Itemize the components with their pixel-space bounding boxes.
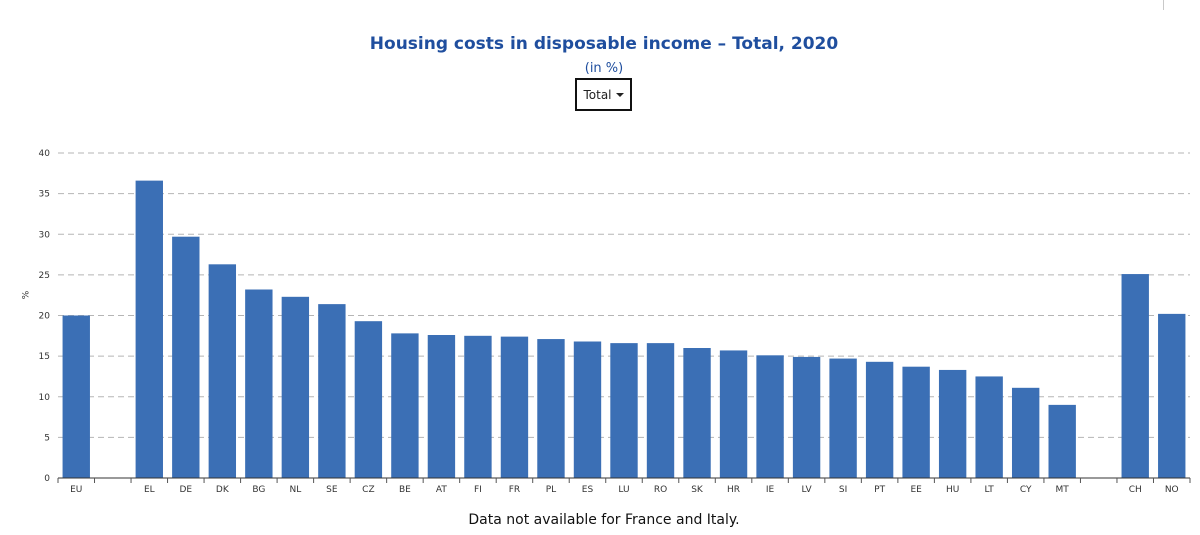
bar-lt — [975, 376, 1003, 478]
indicator-dropdown[interactable]: Total — [575, 78, 632, 111]
bar-se — [318, 304, 346, 478]
x-tick-label: FI — [474, 485, 482, 495]
chart-subtitle: (in %) — [584, 61, 624, 76]
bar-at — [427, 335, 456, 478]
x-tick-label: LT — [985, 485, 995, 495]
x-tick-label: BG — [252, 485, 265, 495]
caret-down-icon — [615, 92, 624, 97]
dropdown-label: Total — [583, 87, 612, 102]
bar-eu — [62, 315, 90, 478]
x-tick-label: SK — [691, 485, 704, 495]
bar-cz — [354, 321, 383, 478]
bar-dk — [208, 264, 237, 478]
bar-si — [829, 358, 857, 478]
x-tick-label: EU — [70, 485, 82, 495]
bar-hr — [719, 350, 748, 478]
x-tick-label: CY — [1020, 485, 1032, 495]
y-tick-label: 0 — [44, 474, 50, 484]
y-tick-label: 20 — [39, 312, 51, 322]
chart-title: Housing costs in disposable income – Tot… — [369, 34, 839, 54]
bar-fi — [464, 335, 492, 478]
bar-cy — [1011, 387, 1040, 478]
x-tick-label: FR — [509, 485, 520, 495]
bar-be — [391, 333, 419, 478]
x-tick-label: SE — [326, 485, 338, 495]
x-tick-label: LU — [618, 485, 629, 495]
bar-pl — [537, 339, 565, 478]
bar-de — [172, 236, 200, 478]
x-tick-label: PL — [546, 485, 556, 495]
x-tick-label: HR — [727, 485, 740, 495]
bar-mt — [1048, 404, 1076, 478]
bar-ee — [902, 366, 930, 478]
x-tick-label: ES — [582, 485, 594, 495]
bar-lv — [792, 356, 821, 478]
x-tick-label: NO — [1165, 485, 1179, 495]
bar-ie — [756, 355, 784, 478]
x-tick-label: IE — [766, 485, 775, 495]
bar-ch — [1121, 274, 1149, 478]
bar-es — [573, 341, 602, 478]
y-tick-label: 35 — [39, 190, 50, 200]
x-tick-label: AT — [436, 485, 447, 495]
footnote: Data not available for France and Italy. — [468, 512, 740, 528]
bar-el — [135, 180, 163, 478]
bar-bg — [245, 289, 273, 478]
x-tick-label: MT — [1056, 485, 1070, 495]
x-tick-label: BE — [399, 485, 411, 495]
x-tick-label: CZ — [362, 485, 374, 495]
x-tick-label: EL — [144, 485, 155, 495]
x-tick-label: PT — [874, 485, 885, 495]
bar-sk — [683, 348, 711, 478]
x-tick-label: DK — [216, 485, 230, 495]
y-tick-label: 30 — [39, 230, 51, 240]
y-tick-label: 5 — [44, 433, 50, 443]
x-tick-label: EE — [910, 485, 922, 495]
x-tick-label: NL — [289, 485, 301, 495]
bar-chart: 0 5 10 15 20 25 30 35 40 EU EL DE DK BG NL SE CZ BE AT FI FR… — [39, 149, 1191, 495]
bar-hu — [938, 369, 967, 478]
x-tick-label: HU — [946, 485, 959, 495]
y-tick-label: 15 — [39, 352, 50, 362]
x-tick-label: LV — [801, 485, 812, 495]
bar-ro — [646, 343, 675, 478]
y-tick-label: 25 — [39, 271, 50, 281]
corner-divider — [1163, 0, 1164, 10]
bar-nl — [281, 296, 310, 478]
bar-no — [1158, 313, 1186, 478]
y-tick-label: 10 — [39, 393, 51, 403]
x-tick-label: SI — [839, 485, 847, 495]
x-tick-label: CH — [1129, 485, 1142, 495]
bar-fr — [500, 336, 529, 478]
bar-pt — [865, 361, 894, 478]
bar-lu — [610, 343, 638, 478]
y-tick-label: 40 — [39, 149, 51, 159]
x-tick-label: RO — [654, 485, 667, 495]
x-tick-label: DE — [179, 485, 192, 495]
